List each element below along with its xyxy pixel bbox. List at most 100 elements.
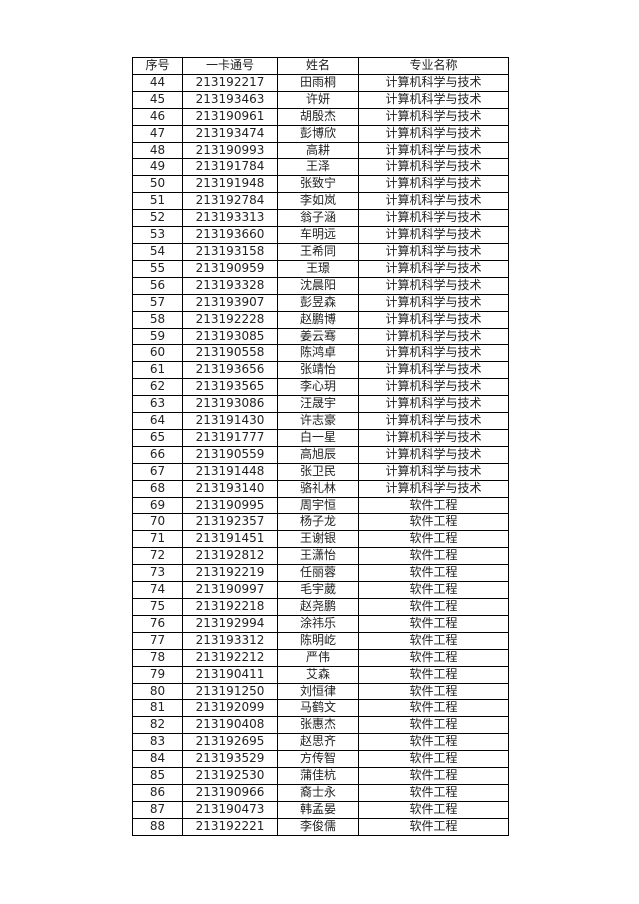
cell-name: 张惠杰 (277, 716, 359, 735)
table-row: 44 213192217 田雨桐 计算机科学与技术 (132, 73, 509, 92)
cell-major: 计算机科学与技术 (358, 462, 509, 481)
cell-name: 赵鹏博 (277, 310, 359, 329)
cell-card-number: 213193313 (182, 209, 278, 228)
table-row: 53 213193660 车明远 计算机科学与技术 (132, 226, 509, 244)
table-row: 76 213192994 涂祎乐 软件工程 (132, 614, 509, 633)
table-row: 88 213192221 李俊儒 软件工程 (132, 817, 509, 836)
cell-index: 75 (132, 598, 183, 616)
cell-card-number: 213190959 (182, 259, 278, 278)
cell-card-number: 213192812 (182, 547, 278, 566)
cell-index: 50 (132, 175, 183, 194)
table-row: 78 213192212 严伟 软件工程 (132, 648, 509, 667)
student-list-table: 序号 一卡通号 姓名 专业名称 44 213192217 田雨桐 计算机科学与技术 45… (132, 57, 509, 836)
cell-index: 47 (132, 124, 183, 143)
cell-name: 张致宁 (277, 175, 359, 194)
cell-card-number: 213193907 (182, 293, 278, 312)
cell-major: 计算机科学与技术 (358, 293, 509, 312)
table-row: 81 213192099 马鹤文 软件工程 (132, 699, 509, 718)
cell-index: 69 (132, 496, 183, 515)
cell-index: 49 (132, 158, 183, 177)
cell-name: 裔士永 (277, 783, 359, 802)
cell-index: 56 (132, 276, 183, 295)
header-index: 序号 (132, 57, 183, 75)
cell-card-number: 213190473 (182, 800, 278, 819)
cell-major: 软件工程 (358, 564, 509, 583)
cell-index: 77 (132, 631, 183, 650)
table-row: 45 213193463 许妍 计算机科学与技术 (132, 90, 509, 109)
cell-major: 软件工程 (358, 716, 509, 735)
cell-index: 87 (132, 800, 183, 819)
cell-index: 52 (132, 209, 183, 228)
cell-major: 计算机科学与技术 (358, 344, 509, 363)
cell-card-number: 213191948 (182, 175, 278, 194)
cell-card-number: 213192784 (182, 192, 278, 211)
cell-index: 70 (132, 513, 183, 532)
cell-name: 高耕 (277, 141, 359, 160)
cell-card-number: 213191430 (182, 412, 278, 430)
table-row: 48 213190993 高耕 计算机科学与技术 (132, 141, 509, 160)
table-row: 62 213193565 李心玥 计算机科学与技术 (132, 378, 509, 397)
cell-name: 刘恒律 (277, 682, 359, 701)
cell-card-number: 213192218 (182, 598, 278, 616)
cell-major: 计算机科学与技术 (358, 412, 509, 430)
cell-major: 计算机科学与技术 (358, 192, 509, 211)
cell-index: 61 (132, 361, 183, 380)
cell-name: 翁子涵 (277, 209, 359, 228)
cell-name: 王璟 (277, 259, 359, 278)
cell-name: 毛宇葳 (277, 581, 359, 599)
cell-name: 白一星 (277, 428, 359, 447)
cell-card-number: 213193565 (182, 378, 278, 397)
cell-index: 57 (132, 293, 183, 312)
cell-name: 赵尧鹏 (277, 598, 359, 616)
cell-name: 张卫民 (277, 462, 359, 481)
cell-name: 方传智 (277, 750, 359, 769)
table-row: 68 213193140 骆礼林 计算机科学与技术 (132, 479, 509, 498)
cell-major: 软件工程 (358, 800, 509, 819)
table-row: 46 213190961 胡殷杰 计算机科学与技术 (132, 107, 509, 126)
cell-major: 计算机科学与技术 (358, 73, 509, 92)
table-row: 69 213190995 周宇恒 软件工程 (132, 496, 509, 515)
cell-card-number: 213190993 (182, 141, 278, 160)
cell-index: 44 (132, 73, 183, 92)
cell-name: 王泽 (277, 158, 359, 177)
cell-index: 79 (132, 665, 183, 684)
cell-card-number: 213192530 (182, 767, 278, 785)
cell-name: 许志豪 (277, 412, 359, 430)
cell-card-number: 213190559 (182, 445, 278, 464)
cell-name: 艾森 (277, 665, 359, 684)
table-row: 72 213192812 王潇怡 软件工程 (132, 547, 509, 566)
cell-card-number: 213191451 (182, 530, 278, 549)
cell-card-number: 213192695 (182, 733, 278, 752)
cell-index: 72 (132, 547, 183, 566)
cell-major: 计算机科学与技术 (358, 310, 509, 329)
table-row: 58 213192228 赵鹏博 计算机科学与技术 (132, 310, 509, 329)
table-header-row: 序号 一卡通号 姓名 专业名称 (132, 57, 509, 75)
table-row: 85 213192530 蒲佳杭 软件工程 (132, 767, 509, 785)
cell-index: 65 (132, 428, 183, 447)
cell-major: 软件工程 (358, 547, 509, 566)
table-row: 86 213190966 裔士永 软件工程 (132, 783, 509, 802)
table-row: 64 213191430 许志豪 计算机科学与技术 (132, 412, 509, 430)
cell-major: 软件工程 (358, 817, 509, 836)
cell-card-number: 213191448 (182, 462, 278, 481)
table-row: 73 213192219 任丽蓉 软件工程 (132, 564, 509, 583)
cell-card-number: 213191250 (182, 682, 278, 701)
cell-index: 86 (132, 783, 183, 802)
table-row: 59 213193085 姜云骞 计算机科学与技术 (132, 327, 509, 346)
cell-major: 软件工程 (358, 513, 509, 532)
table-row: 50 213191948 张致宁 计算机科学与技术 (132, 175, 509, 194)
cell-name: 王潇怡 (277, 547, 359, 566)
cell-name: 马鹤文 (277, 699, 359, 718)
cell-name: 许妍 (277, 90, 359, 109)
cell-index: 83 (132, 733, 183, 752)
cell-card-number: 213192217 (182, 73, 278, 92)
cell-major: 计算机科学与技术 (358, 395, 509, 414)
cell-card-number: 213190408 (182, 716, 278, 735)
cell-major: 软件工程 (358, 783, 509, 802)
cell-major: 软件工程 (358, 750, 509, 769)
cell-name: 姜云骞 (277, 327, 359, 346)
cell-major: 软件工程 (358, 496, 509, 515)
table-row: 79 213190411 艾森 软件工程 (132, 665, 509, 684)
cell-major: 计算机科学与技术 (358, 361, 509, 380)
table-body: 44 213192217 田雨桐 计算机科学与技术 45 213193463 许妍 计算机科学… (132, 73, 509, 836)
